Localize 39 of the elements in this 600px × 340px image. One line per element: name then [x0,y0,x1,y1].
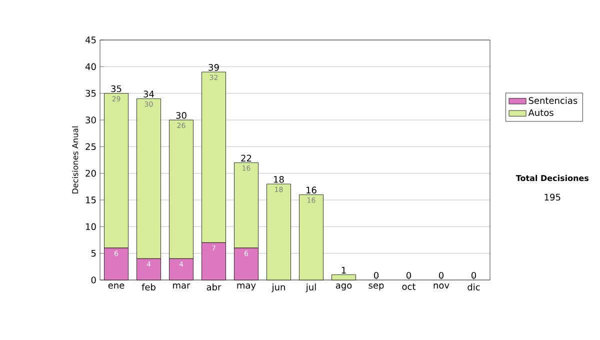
x-tick-label: jun [272,284,285,292]
total-label: 18 [274,176,284,183]
x-tick-label: may [237,284,256,290]
y-tick-label: 15 [86,196,96,204]
y-tick-label: 20 [86,170,96,177]
total-label: 30 [176,112,186,119]
y-tick-label: 40 [85,63,96,70]
total-label: 39 [208,64,219,71]
y-tick-label: 25 [86,143,96,150]
x-tick-label: ene [108,284,124,289]
y-tick-label: 0 [91,276,96,284]
y-tick-label: 10 [86,223,96,230]
total-label: 22 [241,154,252,162]
total-label: 35 [111,85,122,92]
total-label: 34 [144,90,154,98]
total-label: 0 [406,272,412,279]
total-label: 0 [438,272,444,279]
total-label: 16 [306,186,316,194]
total-label: 0 [471,272,476,279]
x-tick-label: oct [402,284,416,290]
x-tick-label: abr [206,284,222,290]
legend-label: Autos [528,109,554,116]
text: 195 [544,194,560,201]
x-tick-label: sep [368,284,384,290]
y-tick-label: 35 [86,90,96,97]
text: Total Decisiones [516,174,589,182]
y-tick-label: 45 [85,36,96,44]
x-tick-label: nov [434,284,450,289]
y-tick-label: 5 [91,250,96,257]
y-axis-title: Decisiones Anual [72,126,78,194]
x-tick-label: feb [142,284,156,290]
x-tick-label: mar [173,284,190,289]
total-label: 0 [374,272,379,279]
y-tick-label: 30 [86,116,96,124]
x-tick-label: dic [468,284,480,290]
legend-label: Sentencias [528,96,578,104]
x-tick-label: jul [306,284,316,292]
x-tick-label: ago [336,284,352,290]
total-label: 1 [342,266,346,274]
